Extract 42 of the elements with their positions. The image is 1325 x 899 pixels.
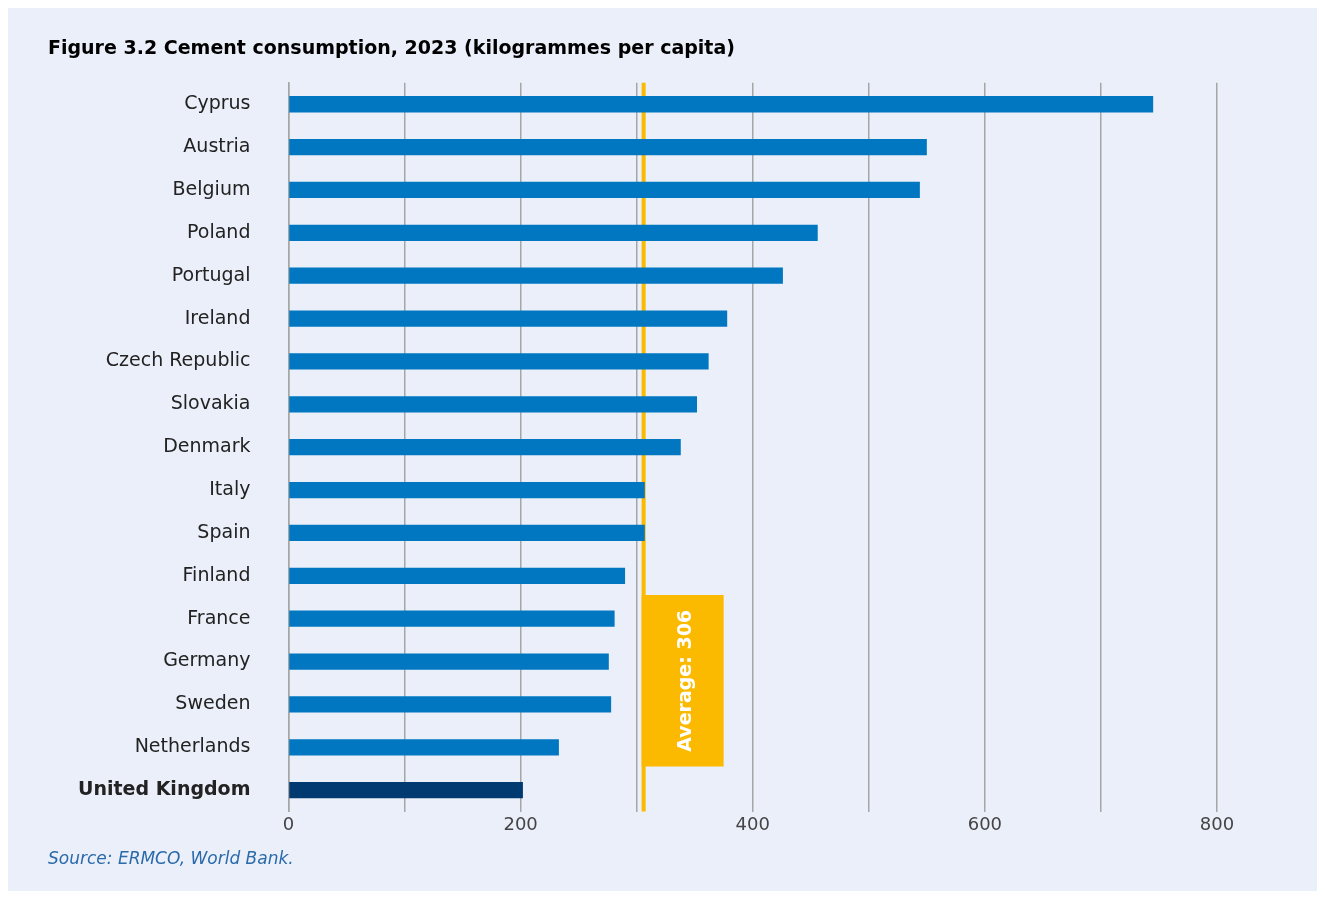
bar	[289, 396, 698, 413]
y-tick-label: Italy	[209, 477, 251, 500]
x-tick-label: 0	[282, 813, 295, 835]
y-tick-label: Czech Republic	[105, 348, 251, 371]
x-tick-label: 600	[967, 813, 1003, 835]
y-tick-label: Sweden	[175, 691, 251, 714]
chart-title: Figure 3.2 Cement consumption, 2023 (kilogrammes per capita)	[48, 36, 735, 59]
y-tick-label: United Kingdom	[78, 777, 251, 800]
bar	[289, 439, 681, 456]
x-tick-label: 400	[735, 813, 770, 835]
bar	[289, 567, 626, 584]
source-note: Source: ERMCO, World Bank.	[48, 848, 294, 868]
y-tick-label: France	[187, 605, 251, 628]
bar	[289, 310, 728, 327]
bar	[289, 224, 818, 241]
bar	[289, 696, 612, 713]
y-tick-label: Austria	[183, 134, 251, 157]
bar	[289, 138, 927, 156]
y-tick-label: Slovakia	[170, 391, 251, 414]
y-tick-label: Germany	[163, 648, 251, 671]
bar	[289, 267, 783, 284]
bar	[289, 96, 1154, 113]
y-tick-label: Belgium	[172, 176, 251, 199]
bar	[289, 610, 615, 627]
y-tick-label: Cyprus	[184, 91, 251, 114]
x-tick-label: 200	[503, 813, 538, 835]
y-tick-label: Spain	[197, 519, 251, 542]
y-tick-label: Finland	[182, 562, 251, 585]
bar	[289, 481, 645, 499]
bar	[289, 653, 609, 670]
y-tick-label: Denmark	[163, 434, 251, 457]
y-tick-label: Netherlands	[134, 734, 251, 757]
x-tick-label: 800	[1199, 813, 1235, 835]
ref-line-label: Average: 306	[672, 609, 695, 752]
y-tick-label: Ireland	[184, 305, 251, 328]
bar	[289, 353, 709, 370]
bar	[289, 739, 559, 756]
bar	[289, 181, 920, 199]
bar	[289, 782, 523, 799]
y-tick-label: Portugal	[171, 262, 251, 285]
bar	[289, 524, 645, 542]
y-tick-label: Poland	[187, 219, 251, 242]
